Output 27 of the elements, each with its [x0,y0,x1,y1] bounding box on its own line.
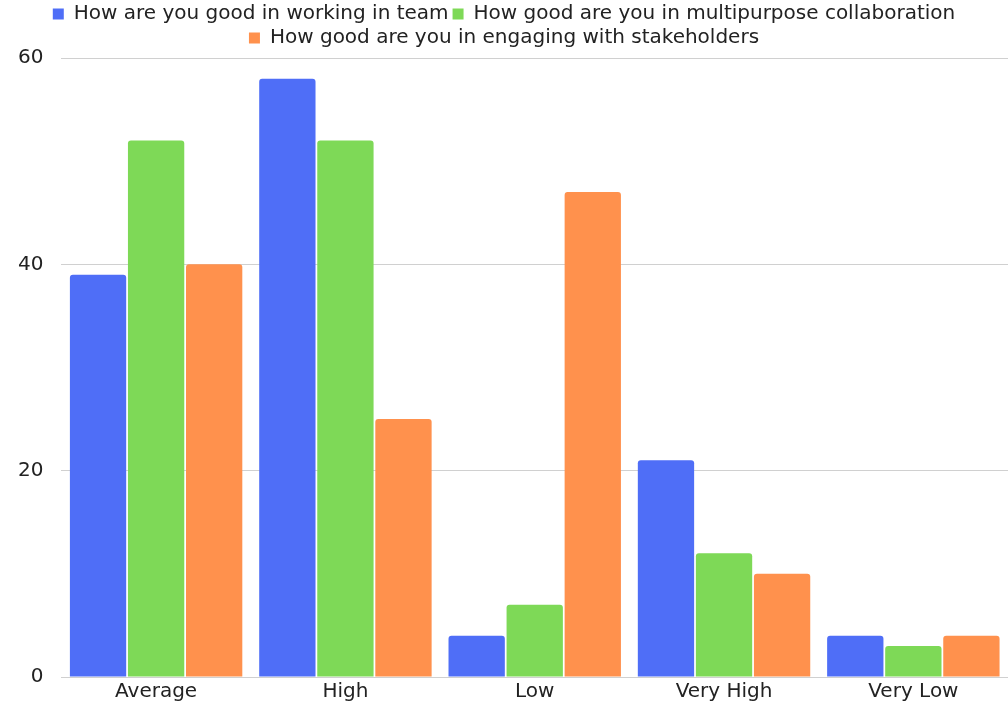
legend-label: How good are you in engaging with stakeholders [269,24,760,49]
bar [695,553,753,677]
bar [375,419,432,677]
x-tick-label: Very Low [868,678,959,703]
y-tick-label: 20 [18,456,44,481]
bar [127,140,185,677]
y-tick-label: 0 [30,663,44,688]
bar [506,604,563,677]
x-tick-label: Average [115,678,198,703]
y-tick-label: 60 [18,44,44,69]
bar [885,646,942,677]
bar [753,573,811,677]
x-tick-label: Very High [675,678,773,703]
bar [259,78,316,677]
bar [317,140,374,677]
bar [637,460,695,677]
legend-label: How are you good in working in team [73,0,449,25]
legend-label: How good are you in multipurpose collaboration [473,0,956,25]
bar [448,635,505,677]
y-tick-label: 40 [18,250,44,275]
bar [69,274,127,677]
x-tick-label: Low [515,678,555,703]
bar [564,192,621,677]
bar [943,635,1000,677]
bar [186,264,243,677]
x-tick-label: High [322,678,369,703]
bar [827,635,884,677]
